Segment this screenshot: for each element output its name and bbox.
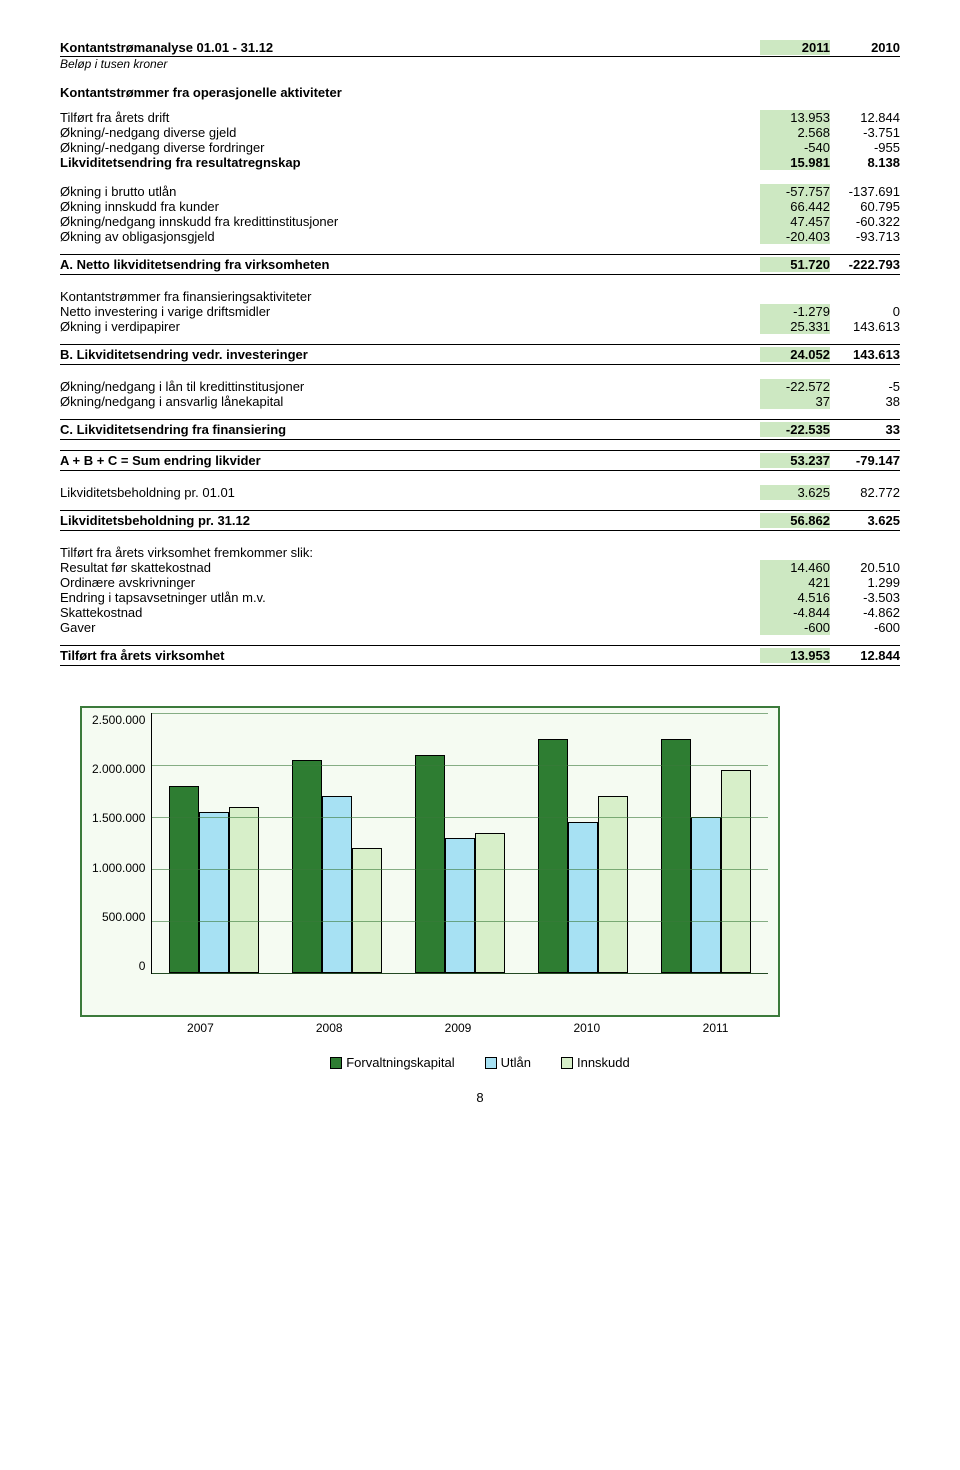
bar (538, 739, 568, 973)
bar-group (538, 739, 628, 973)
bar (661, 739, 691, 973)
legend-item: Innskudd (561, 1055, 630, 1070)
data-row: Økning/nedgang i lån til kredittinstitus… (60, 379, 900, 394)
bar (292, 760, 322, 973)
data-row: Økning av obligasjonsgjeld-20.403-93.713 (60, 229, 900, 244)
section5-rows: Resultat før skattekostnad14.46020.510Or… (60, 560, 900, 635)
bar-group (169, 786, 259, 973)
bar (169, 786, 199, 973)
x-axis: 20072008200920102011 (80, 1021, 780, 1035)
subtitle: Beløp i tusen kroner (60, 57, 900, 71)
lb01-row: Likviditetsbeholdning pr. 01.01 3.625 82… (60, 485, 900, 500)
data-row: Økning/-nedgang diverse fordringer-540-9… (60, 140, 900, 155)
bar-chart: 2.500.0002.000.0001.500.0001.000.000500.… (80, 706, 780, 1017)
chart-legend: Forvaltningskapital Utlån Innskudd (60, 1055, 900, 1070)
section-a-total: A. Netto likviditetsendring fra virksomh… (60, 254, 900, 275)
data-row: Økning i verdipapirer25.331143.613 (60, 319, 900, 334)
bar (691, 817, 721, 973)
section-c-total: C. Likviditetsendring fra finansiering -… (60, 419, 900, 440)
bar (352, 848, 382, 973)
bar (322, 796, 352, 973)
section1-sum: Likviditetsendring fra resultatregnskap … (60, 155, 900, 170)
data-row: Skattekostnad-4.844-4.862 (60, 605, 900, 620)
bar-group (661, 739, 751, 973)
legend-item: Utlån (485, 1055, 531, 1070)
section5-heading: Tilført fra årets virksomhet fremkommer … (60, 545, 900, 560)
legend-item: Forvaltningskapital (330, 1055, 454, 1070)
data-row: Ordinære avskrivninger4211.299 (60, 575, 900, 590)
data-row: Økning i brutto utlån-57.757-137.691 (60, 184, 900, 199)
section-b-total: B. Likviditetsendring vedr. investeringe… (60, 344, 900, 365)
bar (445, 838, 475, 973)
legend-swatch-icon (485, 1057, 497, 1069)
section4-rows: Økning/nedgang i lån til kredittinstitus… (60, 379, 900, 409)
plot-area (151, 713, 768, 974)
legend-swatch-icon (561, 1057, 573, 1069)
section2-rows: Økning i brutto utlån-57.757-137.691Økni… (60, 184, 900, 244)
section3-heading: Kontantstrømmer fra finansieringsaktivit… (60, 289, 900, 304)
data-row: Resultat før skattekostnad14.46020.510 (60, 560, 900, 575)
data-row: Endring i tapsavsetninger utlån m.v.4.51… (60, 590, 900, 605)
legend-swatch-icon (330, 1057, 342, 1069)
data-row: Netto investering i varige driftsmidler-… (60, 304, 900, 319)
bar (598, 796, 628, 973)
bar (475, 833, 505, 973)
section1-heading: Kontantstrømmer fra operasjonelle aktivi… (60, 85, 900, 100)
year-2010: 2010 (830, 40, 900, 55)
bar-group (292, 760, 382, 973)
year-2011: 2011 (760, 40, 830, 55)
bar (415, 755, 445, 973)
y-axis: 2.500.0002.000.0001.500.0001.000.000500.… (92, 713, 151, 973)
header-row: Kontantstrømanalyse 01.01 - 31.12 2011 2… (60, 40, 900, 57)
section-sum-total: A + B + C = Sum endring likvider 53.237 … (60, 450, 900, 471)
bar-group (415, 755, 505, 973)
doc-title: Kontantstrømanalyse 01.01 - 31.12 (60, 40, 760, 55)
bar (721, 770, 751, 973)
bar (229, 807, 259, 973)
section3-rows: Netto investering i varige driftsmidler-… (60, 304, 900, 334)
bar (199, 812, 229, 973)
lb31-row: Likviditetsbeholdning pr. 31.12 56.862 3… (60, 510, 900, 531)
data-row: Gaver-600-600 (60, 620, 900, 635)
bar (568, 822, 598, 973)
data-row: Tilført fra årets drift13.95312.844 (60, 110, 900, 125)
section1-rows: Tilført fra årets drift13.95312.844Øknin… (60, 110, 900, 155)
page-number: 8 (60, 1090, 900, 1105)
data-row: Økning innskudd fra kunder66.44260.795 (60, 199, 900, 214)
section-final-total: Tilført fra årets virksomhet 13.953 12.8… (60, 645, 900, 666)
data-row: Økning/nedgang innskudd fra kredittinsti… (60, 214, 900, 229)
data-row: Økning/nedgang i ansvarlig lånekapital37… (60, 394, 900, 409)
data-row: Økning/-nedgang diverse gjeld2.568-3.751 (60, 125, 900, 140)
